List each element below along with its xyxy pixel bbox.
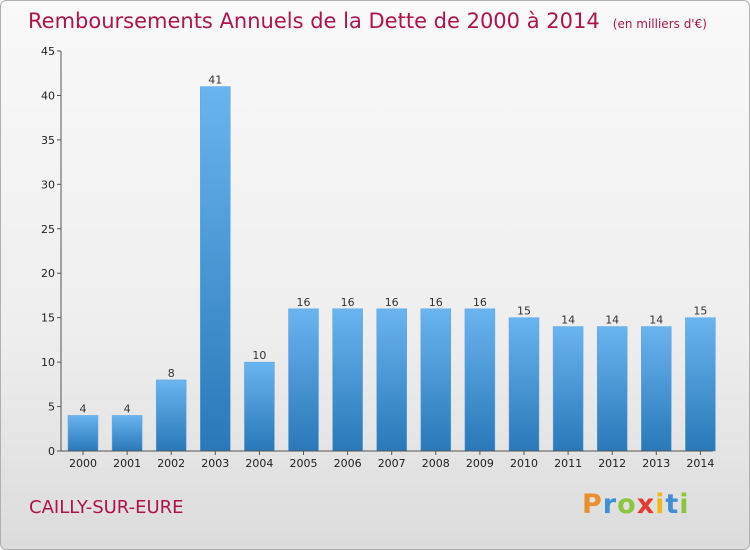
x-tick-label-2008: 2008 — [422, 457, 450, 470]
data-label-2012: 14 — [605, 314, 619, 327]
bar-2010 — [508, 317, 540, 452]
bar-2006 — [332, 308, 363, 452]
logo-letter: x — [636, 489, 656, 520]
data-label-2003: 41 — [208, 74, 222, 87]
x-tick-label-2003: 2003 — [201, 457, 229, 470]
data-label-2010: 15 — [517, 305, 531, 318]
bar-2012 — [596, 326, 628, 452]
y-tick-label: 20 — [41, 267, 55, 280]
data-label-2002: 8 — [168, 367, 175, 380]
logo-letter: i — [679, 489, 690, 520]
y-axis: 0 5 10 15 20 25 30 35 40 45 — [41, 45, 62, 458]
bar-2002 — [155, 379, 187, 452]
data-label-2008: 16 — [429, 296, 443, 309]
data-label-2014: 15 — [693, 305, 707, 318]
logo-letter: r — [602, 489, 618, 520]
x-tick-label-2010: 2010 — [510, 457, 538, 470]
bar-2009 — [464, 308, 496, 452]
data-label-2006: 16 — [341, 296, 355, 309]
x-tick-label-2007: 2007 — [378, 457, 406, 470]
x-tick-label-2002: 2002 — [157, 457, 185, 470]
bar-2001 — [111, 415, 143, 452]
data-label-2005: 16 — [297, 296, 311, 309]
x-tick-label-2009: 2009 — [466, 457, 494, 470]
data-label-2011: 14 — [561, 314, 575, 327]
bar-2004 — [244, 361, 275, 452]
x-tick-label-2013: 2013 — [642, 457, 670, 470]
y-tick-label: 30 — [41, 178, 55, 191]
x-tick-label-2014: 2014 — [686, 457, 714, 470]
y-tick-label: 45 — [41, 45, 55, 58]
chart-title-main: Remboursements Annuels de la Dette de 20… — [28, 9, 600, 33]
bar-2008 — [420, 308, 452, 452]
logo-letter: P — [582, 489, 603, 520]
proxiti-logo: Proxiti — [582, 489, 690, 520]
bar-2000 — [67, 415, 99, 452]
data-label-2013: 14 — [649, 314, 663, 327]
logo-letter: i — [655, 489, 666, 520]
bar-2014 — [685, 317, 716, 452]
x-axis: 2000 2001 2002 2003 2004 2005 2006 2007 2008 2009… — [61, 450, 714, 470]
x-tick-label-2001: 2001 — [113, 457, 141, 470]
x-tick-label-2011: 2011 — [554, 457, 582, 470]
y-tick-label: 25 — [41, 223, 55, 236]
bar-2007 — [376, 308, 407, 452]
x-tick-label-2005: 2005 — [290, 457, 318, 470]
x-tick-label-2000: 2000 — [69, 457, 97, 470]
bars: 4 4 8 41 10 16 16 16 16 16 15 14 14 14 15 — [67, 74, 716, 452]
y-tick-label: 35 — [41, 134, 55, 147]
bar-2005 — [288, 308, 319, 452]
x-tick-label-2012: 2012 — [598, 457, 626, 470]
data-label-2009: 16 — [473, 296, 487, 309]
x-tick-label-2004: 2004 — [245, 457, 273, 470]
commune-name: CAILLY-SUR-EURE — [29, 497, 184, 518]
y-tick-label: 5 — [48, 401, 55, 414]
data-label-2004: 10 — [252, 349, 266, 362]
chart-title-unit: (en milliers d'€) — [612, 17, 707, 31]
logo-letter: o — [617, 489, 637, 520]
x-tick-label-2006: 2006 — [334, 457, 362, 470]
data-label-2001: 4 — [124, 402, 131, 415]
chart-title: Remboursements Annuels de la Dette de 20… — [28, 9, 707, 33]
logo-letter: t — [665, 489, 680, 520]
y-tick-label: 10 — [41, 356, 55, 369]
data-label-2007: 16 — [385, 296, 399, 309]
bar-2013 — [641, 326, 672, 452]
y-tick-label: 40 — [41, 89, 55, 102]
y-tick-label: 15 — [41, 312, 55, 325]
bar-2011 — [552, 326, 584, 452]
y-tick-label: 0 — [48, 445, 55, 458]
data-label-2000: 4 — [80, 402, 87, 415]
bar-2003 — [200, 86, 231, 452]
